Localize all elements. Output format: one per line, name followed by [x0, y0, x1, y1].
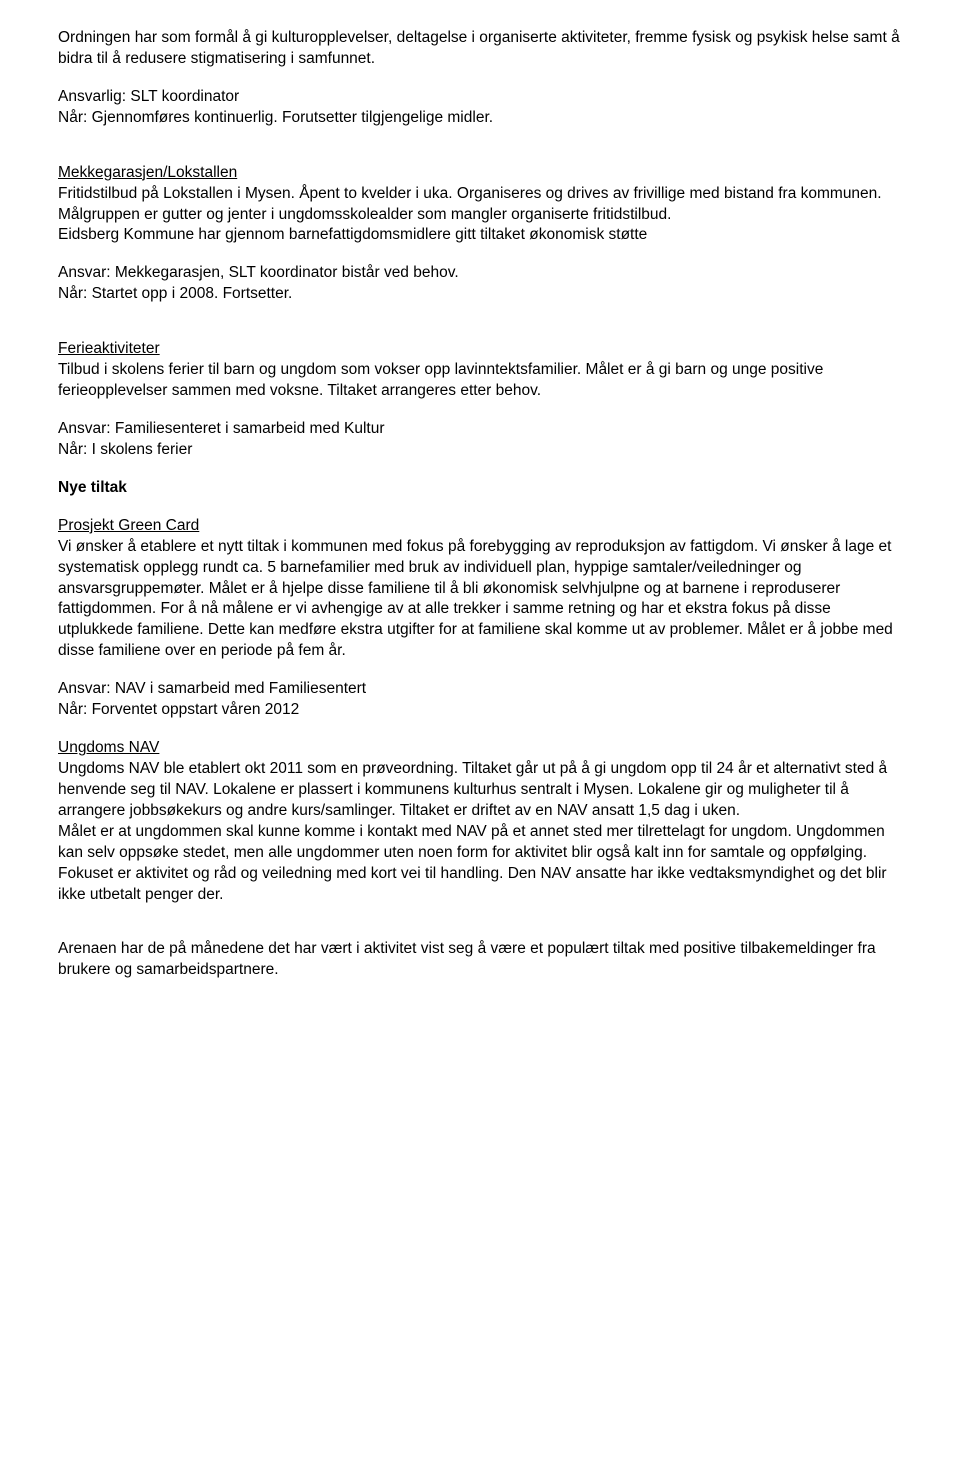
responsible-line: Ansvarlig: SLT koordinator: [58, 87, 902, 108]
ungdoms-nav-desc-3: Fokuset er aktivitet og råd og veilednin…: [58, 864, 902, 906]
section-heading-mekkegarasjen: Mekkegarasjen/Lokstallen: [58, 163, 902, 184]
document-body: Ordningen har som formål å gi kulturoppl…: [58, 28, 902, 981]
section-heading-ferieaktiviteter: Ferieaktiviteter: [58, 339, 902, 360]
section-heading-ungdoms-nav: Ungdoms NAV: [58, 738, 902, 759]
ungdoms-nav-desc-4: Arenaen har de på månedene det har vært …: [58, 939, 902, 981]
mekkegarasjen-desc-1: Fritidstilbud på Lokstallen i Mysen. Åpe…: [58, 184, 902, 205]
intro-paragraph: Ordningen har som formål å gi kulturoppl…: [58, 28, 902, 70]
ungdoms-nav-desc-1: Ungdoms NAV ble etablert okt 2011 som en…: [58, 759, 902, 822]
responsible-line: Ansvar: NAV i samarbeid med Familiesente…: [58, 679, 902, 700]
mekkegarasjen-desc-3: Eidsberg Kommune har gjennom barnefattig…: [58, 225, 902, 246]
when-line: Når: Gjennomføres kontinuerlig. Forutset…: [58, 108, 902, 129]
green-card-desc: Vi ønsker å etablere et nytt tiltak i ko…: [58, 537, 902, 663]
ungdoms-nav-desc-2: Målet er at ungdommen skal kunne komme i…: [58, 822, 902, 864]
responsibility-block-4: Ansvar: NAV i samarbeid med Familiesente…: [58, 679, 902, 721]
responsible-line: Ansvar: Familiesenteret i samarbeid med …: [58, 419, 902, 440]
when-line: Når: I skolens ferier: [58, 440, 902, 461]
section-heading-nye-tiltak: Nye tiltak: [58, 478, 902, 499]
when-line: Når: Forventet oppstart våren 2012: [58, 700, 902, 721]
ferieaktiviteter-desc: Tilbud i skolens ferier til barn og ungd…: [58, 360, 902, 402]
responsibility-block-3: Ansvar: Familiesenteret i samarbeid med …: [58, 419, 902, 461]
responsibility-block-1: Ansvarlig: SLT koordinator Når: Gjennomf…: [58, 87, 902, 129]
mekkegarasjen-desc-2: Målgruppen er gutter og jenter i ungdoms…: [58, 205, 902, 226]
responsible-line: Ansvar: Mekkegarasjen, SLT koordinator b…: [58, 263, 902, 284]
when-line: Når: Startet opp i 2008. Fortsetter.: [58, 284, 902, 305]
responsibility-block-2: Ansvar: Mekkegarasjen, SLT koordinator b…: [58, 263, 902, 305]
section-heading-green-card: Prosjekt Green Card: [58, 516, 902, 537]
